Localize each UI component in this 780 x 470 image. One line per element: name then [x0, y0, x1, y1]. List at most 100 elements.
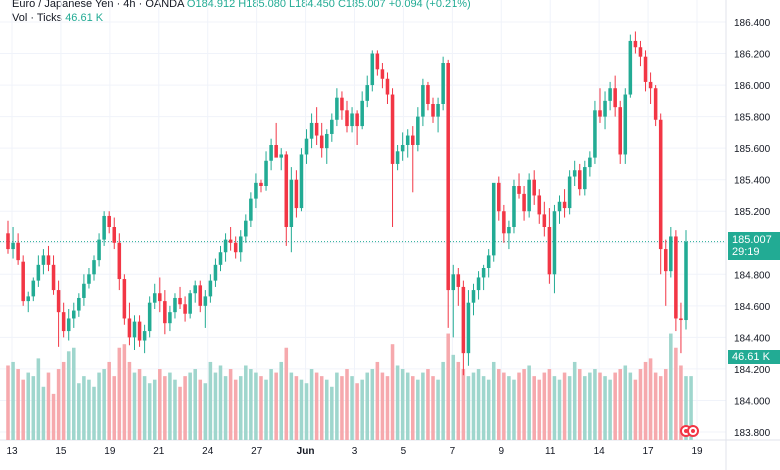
- volume-bar: [557, 379, 562, 440]
- volume-bar: [127, 361, 132, 440]
- volume-bar: [284, 347, 289, 440]
- current-price-tag: 185.007 29:19: [728, 232, 780, 260]
- volume-bar: [547, 369, 552, 440]
- volume-bar: [264, 379, 268, 440]
- candle-body: [471, 290, 476, 303]
- candle-body: [390, 94, 395, 164]
- volume-bar: [31, 376, 36, 440]
- volume-bar: [233, 379, 238, 440]
- volume-bar: [198, 379, 203, 440]
- volume-bar: [583, 376, 587, 440]
- candle-body: [674, 236, 678, 319]
- volume-bar: [517, 372, 521, 440]
- x-tick-label: 3: [352, 446, 358, 457]
- volume-bar: [623, 365, 628, 440]
- candle-body: [21, 261, 25, 302]
- volume-bar: [405, 372, 410, 440]
- volume-bar: [324, 379, 329, 440]
- volume-bar: [416, 379, 420, 440]
- candle-body: [51, 264, 56, 291]
- volume-bar: [163, 376, 167, 440]
- candle-body: [274, 145, 278, 158]
- candle-body: [502, 211, 506, 234]
- volume-bar: [471, 372, 476, 440]
- candle-body: [603, 100, 607, 117]
- volume-label: Vol · Ticks: [12, 12, 63, 24]
- volume-bar: [572, 361, 577, 440]
- y-tick-label: 184.800: [734, 270, 771, 281]
- candle-body: [517, 186, 521, 194]
- candle-body: [679, 318, 683, 321]
- volume-bar: [168, 372, 172, 440]
- volume-bar: [684, 376, 688, 440]
- candle-body: [223, 239, 228, 253]
- candle-body: [623, 94, 628, 155]
- candle-body: [532, 179, 536, 196]
- candle-body: [431, 104, 435, 117]
- volume-bar: [522, 369, 526, 440]
- volume-bar: [61, 361, 66, 440]
- volume-bar: [330, 386, 334, 440]
- volume-bar: [218, 365, 223, 440]
- candle-body: [233, 242, 238, 253]
- y-tick-label: 185.600: [734, 144, 771, 155]
- volume-bar: [370, 369, 375, 440]
- candle-body: [648, 81, 653, 89]
- candle-body: [107, 215, 111, 227]
- x-tick-label: 27: [251, 446, 263, 457]
- candle-body: [557, 201, 562, 212]
- volume-bar: [11, 361, 15, 440]
- y-tick-label: 185.400: [734, 176, 771, 187]
- volume-bar: [142, 376, 147, 440]
- volume-bar: [77, 383, 81, 440]
- volume-bar: [400, 369, 405, 440]
- volume-bar: [97, 372, 101, 440]
- candle-body: [653, 88, 658, 120]
- ohlc-values: O184.912 H185.080 L184.450 C185.007 +0.0…: [186, 0, 471, 10]
- candle-body: [451, 274, 456, 291]
- volume-bar: [41, 386, 46, 440]
- candle-body: [461, 286, 466, 354]
- candle-body: [183, 304, 187, 314]
- volume-bar: [51, 393, 56, 440]
- candle-body: [188, 293, 192, 314]
- candle-body: [618, 107, 622, 155]
- candle-body: [416, 116, 420, 145]
- volume-bar: [188, 372, 192, 440]
- candle-body: [330, 119, 334, 134]
- volume-bar: [476, 369, 481, 440]
- volume-bar: [309, 369, 314, 440]
- candle-body: [213, 264, 218, 281]
- candle-body: [254, 182, 258, 199]
- x-tick-label: 15: [55, 446, 67, 457]
- candle-body: [6, 233, 10, 250]
- candle-body: [66, 318, 71, 332]
- candle-body: [395, 151, 400, 164]
- candle-body: [259, 182, 263, 186]
- volume-bar: [36, 358, 41, 440]
- volume-bar: [269, 369, 273, 440]
- candle-body: [279, 154, 283, 158]
- volume-bar: [608, 379, 612, 440]
- volume-bar: [421, 372, 425, 440]
- y-tick-label: 186.200: [734, 50, 771, 61]
- candle-body: [147, 302, 152, 332]
- candle-body: [481, 268, 486, 278]
- candle-body: [542, 214, 547, 227]
- candle-body: [269, 145, 273, 161]
- volume-bar: [158, 369, 162, 440]
- volume-bar: [46, 372, 51, 440]
- candle-body: [522, 193, 526, 212]
- candle-body: [87, 274, 91, 284]
- candle-body: [547, 227, 552, 275]
- candle-body: [340, 97, 344, 111]
- volume-bar: [380, 372, 385, 440]
- event-marker-icon[interactable]: [687, 425, 699, 437]
- volume-bar: [66, 351, 71, 440]
- volume-bar: [689, 376, 693, 440]
- candle-body: [56, 290, 61, 313]
- candle-body: [193, 285, 197, 294]
- y-tick-label: 183.800: [734, 428, 771, 439]
- volume-bar: [26, 372, 31, 440]
